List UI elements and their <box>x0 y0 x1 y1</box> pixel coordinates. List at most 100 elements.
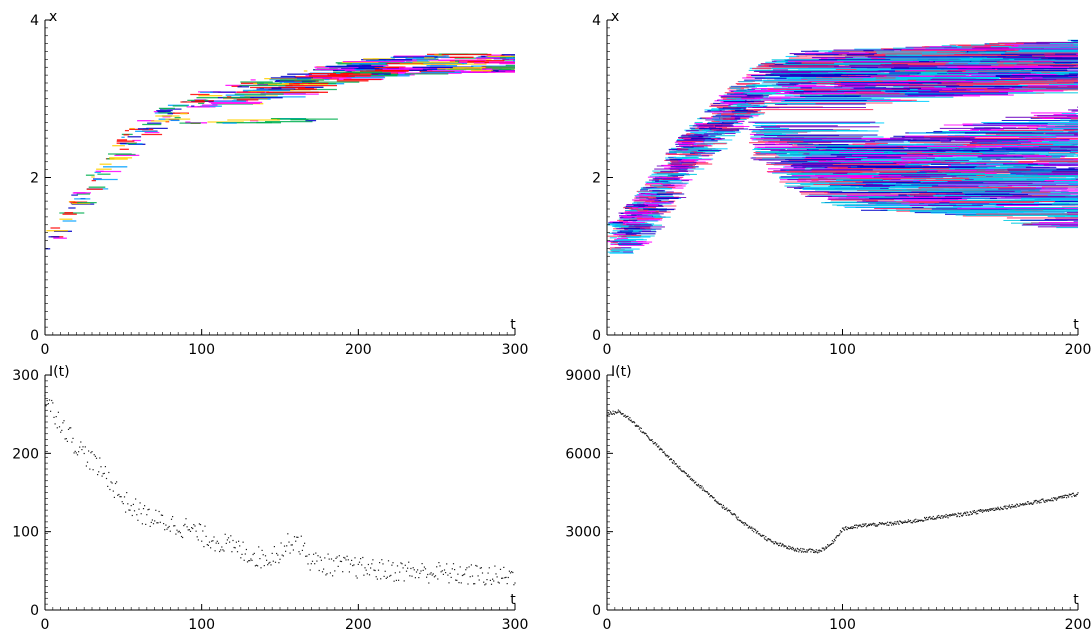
data-point <box>296 536 298 538</box>
data-point <box>484 584 486 586</box>
data-point <box>819 550 821 552</box>
data-point <box>683 470 685 472</box>
data-point <box>135 498 137 500</box>
data-point <box>956 516 958 518</box>
data-point <box>1059 496 1062 498</box>
data-point <box>492 578 494 580</box>
data-point <box>935 518 937 520</box>
y-axis-label: I(t) <box>49 364 70 380</box>
data-point <box>689 478 691 480</box>
data-point <box>945 513 947 516</box>
data-point <box>374 569 376 572</box>
data-point <box>657 446 659 448</box>
data-point <box>951 514 953 516</box>
data-point <box>260 567 262 569</box>
data-point <box>271 552 273 554</box>
data-point <box>690 477 692 480</box>
data-point <box>793 549 795 551</box>
data-point <box>487 572 489 574</box>
data-point <box>784 545 786 547</box>
data-point <box>82 446 84 448</box>
data-point <box>796 550 798 552</box>
data-point <box>799 549 801 551</box>
data-point <box>813 551 815 553</box>
data-point <box>488 567 490 569</box>
data-point <box>1045 499 1047 502</box>
data-point <box>754 528 756 530</box>
data-point <box>249 560 251 562</box>
data-point <box>333 560 335 562</box>
data-point <box>192 527 194 530</box>
data-point <box>1036 502 1038 504</box>
data-point <box>455 579 457 581</box>
data-point <box>91 451 93 453</box>
data-point <box>926 516 928 519</box>
data-point <box>835 536 837 538</box>
data-point <box>960 512 962 514</box>
data-point <box>636 425 638 427</box>
data-point <box>950 514 952 516</box>
data-point <box>243 559 245 561</box>
data-point <box>873 524 875 526</box>
data-point <box>420 570 422 572</box>
data-point <box>234 547 236 549</box>
data-point <box>155 509 157 511</box>
data-point <box>338 555 340 557</box>
data-point <box>102 473 104 475</box>
data-point <box>917 520 920 522</box>
data-point <box>699 487 701 489</box>
data-point <box>57 411 59 413</box>
data-point <box>829 544 831 546</box>
data-point <box>415 571 418 573</box>
data-point <box>267 564 269 566</box>
data-point <box>769 539 772 541</box>
data-point <box>1042 498 1044 500</box>
data-point <box>802 548 804 550</box>
data-point <box>400 562 402 564</box>
data-point <box>744 522 746 524</box>
data-point <box>858 525 860 527</box>
data-point <box>963 512 965 514</box>
data-point <box>189 530 192 532</box>
data-point <box>675 463 677 465</box>
data-point <box>1005 505 1007 507</box>
data-point <box>283 545 286 547</box>
data-point <box>178 530 180 532</box>
y-tick-label: 2 <box>592 171 601 187</box>
data-point <box>985 510 988 512</box>
data-point <box>853 527 855 529</box>
data-point <box>149 525 151 527</box>
y-tick-label: 4 <box>592 13 601 29</box>
data-point <box>452 563 455 565</box>
data-point <box>163 523 165 525</box>
data-point <box>137 519 139 521</box>
data-point <box>318 569 320 572</box>
y-tick-label: 100 <box>12 525 39 541</box>
data-point <box>266 559 268 561</box>
data-point <box>1010 506 1012 508</box>
data-point <box>650 439 652 441</box>
data-point <box>354 557 356 559</box>
data-point <box>75 452 77 454</box>
data-point <box>786 547 788 549</box>
data-point <box>248 560 250 562</box>
data-point <box>796 547 798 549</box>
series-marks <box>606 409 1079 554</box>
data-point <box>697 483 700 485</box>
data-point <box>716 501 718 503</box>
data-point <box>1074 494 1076 496</box>
data-point <box>627 418 630 420</box>
data-point <box>98 471 100 473</box>
data-point <box>448 582 450 584</box>
data-point <box>792 548 794 550</box>
data-point <box>720 503 722 505</box>
data-point <box>298 551 300 553</box>
data-point <box>650 439 652 441</box>
data-point <box>165 524 167 526</box>
data-point <box>730 512 732 514</box>
data-point <box>611 413 613 415</box>
data-point <box>981 511 984 513</box>
data-point <box>800 551 803 553</box>
data-point <box>1006 508 1008 510</box>
data-point <box>979 509 981 511</box>
